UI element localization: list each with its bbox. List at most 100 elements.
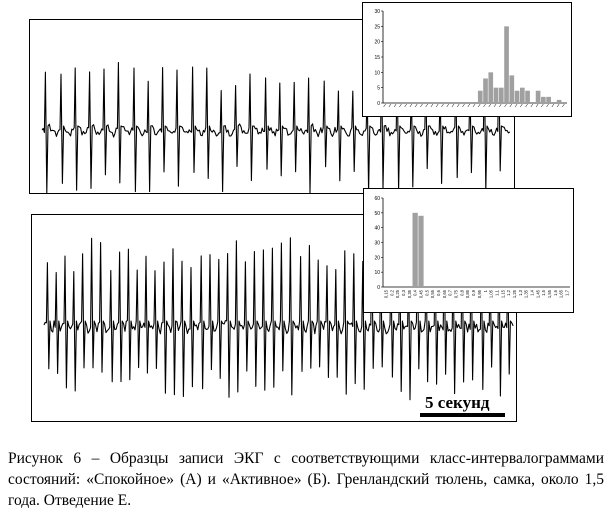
histogram-b-x-tick-label: 1,55 [547,289,552,298]
histogram-a-x-tick [478,103,481,108]
histogram-a-bar [546,96,551,103]
histogram-b-x-tick-label: 1,25 [512,289,517,298]
histogram-a-x-tick [404,103,407,108]
histogram-a-bar [483,78,488,103]
histogram-a-y-tick-label: 20 [374,40,380,46]
histogram-a-x-tick [383,103,386,108]
histogram-b-x-tick-label: 1,3 [518,289,523,295]
histogram-a-x-tick [467,103,470,108]
histogram-b-x-tick-label: 0,35 [407,289,412,298]
histogram-a-bar [509,75,515,103]
histogram-a-x-tick [504,103,507,108]
histogram-a-x-tick [414,103,418,108]
histogram-b-x-tick-label: 0,85 [465,289,470,298]
histogram-a-x-tick [546,103,549,108]
histogram-a-x-tick [446,103,449,108]
histogram-a-x-tick [420,103,423,108]
histogram-b-x-tick-label: 0,55 [430,289,435,298]
histogram-a-x-tick [488,103,491,108]
histogram-b-x-tick-label: 1,35 [524,289,529,298]
histogram-b-x-tick-label: 0,6 [436,289,441,295]
histogram-a-x-tick [551,103,555,108]
histogram-b-x-tick-label: 1,7 [565,289,570,295]
histogram-a-x-tick [514,103,518,108]
histogram-a-x-tick [425,103,428,108]
histogram-a-x-tick [535,103,539,108]
histogram-a-x-tick [541,103,544,108]
histogram-b-x-tick-label: 0,65 [442,289,447,298]
histogram-a-x-tick [388,103,392,108]
histogram-a-x-tick [525,103,528,108]
histogram-b-x-tick-label: 1,6 [553,289,558,295]
histogram-b-x-tick-label: 0,15 [383,289,388,298]
histogram-b-x-tick-label: 0,25 [395,289,400,298]
histogram-b: 0 10 20 30 40 50 60 0,15 0,2 0,25 0,3 0,35 0,4 0,45 0,… [363,188,574,313]
histogram-a-bar [525,90,530,103]
histogram-b-x-tick-label: 1,65 [559,289,564,298]
histogram-a-x-tick [441,103,444,108]
histogram-a-bar [519,87,525,103]
histogram-a-y-tick-label: 30 [374,9,380,15]
histogram-a-x-tick [562,103,565,108]
histogram-b-x-tick-label: 0,45 [418,289,423,298]
ecg-waveform-a [41,61,511,194]
histogram-a-x-tick [399,103,402,108]
histogram-a-bar [541,96,546,103]
histogram-a-x-tick [520,103,523,108]
histogram-b-y-tick-label: 40 [374,226,380,232]
histogram-b-x-tick-label: 0,9 [471,289,476,295]
histogram-b-y-tick-label: 20 [374,255,380,261]
histogram-a-bar [493,87,499,103]
histogram-b-x-tick-label: 0,8 [459,289,464,295]
histogram-a-x-tick [451,103,455,108]
histogram-b-x-tick-label: 0,2 [389,289,394,295]
histogram-b-y-tick-label: 60 [374,196,380,202]
figure-caption: Рисунок 6 – Образцы записи ЭКГ с соответ… [8,450,604,509]
histogram-a-bar [514,90,520,103]
histogram-b-bar [412,212,418,287]
histogram-a-x-tick [430,103,434,108]
histogram-a-x-tick [457,103,460,108]
histogram-b-y-tick-label: 0 [377,285,380,291]
histogram-b-x-tick-label: 0,3 [401,289,406,295]
histogram-b-x-tick-label: 1 [483,289,488,292]
histogram-b-x-tick-label: 1,05 [489,289,494,298]
histogram-b-x-tick-label: 1,15 [500,289,505,298]
histogram-a-y-tick-label: 15 [374,55,380,61]
histogram-b-x-tick-label: 0,4 [413,289,418,295]
histogram-b-x-tick-label: 0,75 [454,289,459,298]
histogram-a-x-tick [483,103,486,108]
ecg-trace-a [41,61,511,194]
histogram-a-x-tick [393,103,397,108]
histogram-b-x-tick-label: 0,7 [448,289,453,295]
histogram-a-bar [535,90,541,103]
histogram-a-y-tick-label: 0 [377,101,380,107]
histogram-b-y-tick-label: 10 [374,270,380,276]
histogram-b-x-tick-label: 0,95 [477,289,482,298]
histogram-b-x-tick-label: 1,4 [530,289,535,295]
histogram-a-y-tick-label: 25 [374,24,380,30]
histogram-a-bar [488,72,494,103]
histogram-b-bar [418,215,424,287]
scale-bar [420,413,505,417]
histogram-a-y-tick-label: 5 [377,86,380,92]
scale-bar-label: 5 секунд [425,393,490,412]
histogram-b-x-tick-label: 1,45 [535,289,540,298]
histogram-b-x-tick-label: 0,5 [424,289,429,295]
histogram-a-bar [498,87,504,103]
histogram-b-x-tick-label: 1,1 [494,289,499,295]
histogram-a-x-tick [556,103,560,108]
histogram-a-y-tick-label: 10 [374,70,380,76]
histogram-b-y-tick-label: 50 [374,211,380,217]
histogram-a-x-tick [472,103,476,108]
histogram-a-bar [556,99,562,103]
histogram-b-y-tick-label: 30 [374,241,380,247]
histogram-a-x-tick [409,103,413,108]
histogram-b-x-tick-label: 1,2 [506,289,511,295]
histogram-a: 0 5 10 15 20 25 30 [362,2,572,117]
histogram-a-x-tick [435,103,439,108]
histogram-b-x-tick-label: 1,5 [541,289,546,295]
histogram-a-chart: 0 5 10 15 20 25 30 [374,9,567,108]
histogram-a-bar [477,90,483,103]
